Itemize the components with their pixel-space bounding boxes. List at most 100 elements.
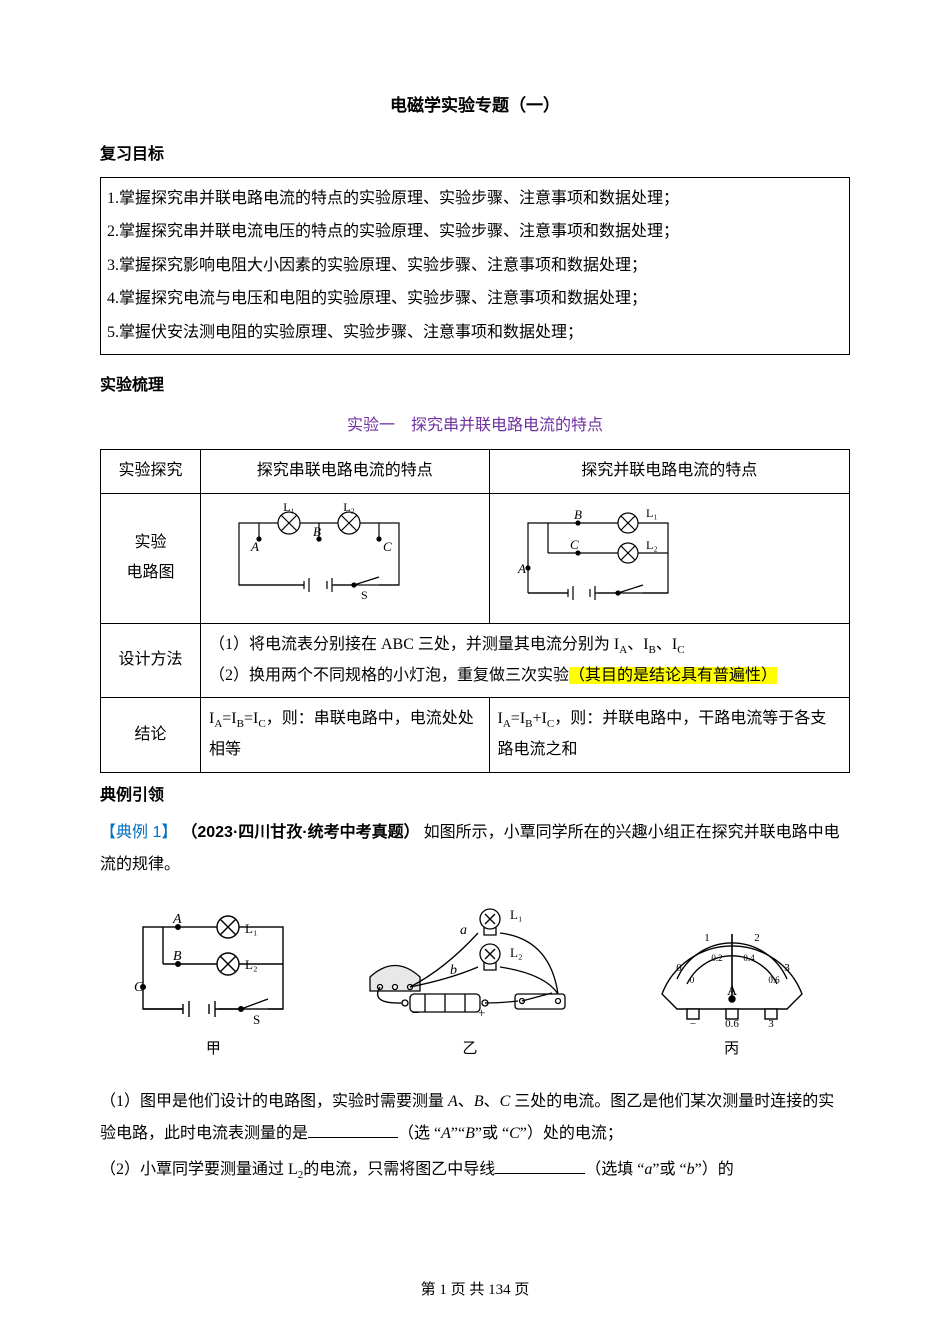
page-footer: 第 1 页 共 134 页 [0,1276,950,1305]
c2b: B [525,718,532,730]
q1-after: （选 “ [398,1125,441,1142]
examples-heading: 典例引领 [100,781,850,811]
example-1-intro: 【典例 1】 （2023·四川甘孜·统考中考真题） 如图所示，小覃同学所在的兴趣… [100,817,850,881]
yi-L1: L₁ [510,907,522,922]
m-sA: A [619,644,627,656]
jia-L2: L₂ [245,957,257,972]
goal-3: 3.掌握探究影响电阻大小因素的实验原理、实验步骤、注意事项和数据处理； [107,249,843,283]
jia-S: S [253,1012,260,1027]
q1-s1: 、 [458,1093,474,1110]
bing-0a: 0 [676,962,682,974]
series-L2: L₂ [343,503,355,514]
fig-jia-cap: 甲 [123,1035,303,1064]
q2-after: （选填 “ [585,1161,644,1178]
m-l2-hl: （其目的是结论具有普遍性） [569,667,777,684]
q1-oB: B [465,1125,475,1142]
yi-plus: + [478,1005,485,1020]
c2e1: =I [511,710,525,727]
bing-1: 1 [704,932,710,944]
jia-B: B [173,949,182,964]
q1-end: ”）处的电流； [520,1125,623,1142]
q2-or: ”或 “ [652,1161,686,1178]
row-explore-label: 实验探究 [101,450,201,493]
bing-0b: 0 [689,975,694,985]
series-conclusion: IA=IB=IC，则：串联电路中，电流处处相等 [201,698,490,772]
m-sep2: 、I [656,636,677,653]
q1-A: A [448,1093,458,1110]
q1-pre: （1）图甲是他们设计的电路图，实验时需要测量 [100,1093,448,1110]
par-B: B [574,507,582,522]
yi-minus: − [412,1005,419,1020]
parallel-circuit-cell: L₁ L₂ A B C [489,493,849,623]
bing-t3: 3 [768,1018,774,1029]
series-B: B [313,524,321,539]
goals-heading: 复习目标 [100,140,850,170]
bing-06: 0.6 [768,975,780,985]
fig-bing-cap: 丙 [637,1035,827,1064]
q1-B: B [474,1093,484,1110]
yi-L2: L₂ [510,945,522,960]
q2-end: ”）的 [695,1161,734,1178]
m-l1-pre: （1）将电流表分别接在 ABC 三处，并测量其电流分别为 I [209,636,619,653]
fig-yi-cap: 乙 [350,1035,590,1064]
bing-04: 0.4 [743,953,755,963]
circuit-label-l2: 电路图 [126,564,174,581]
yi-b: b [450,963,457,978]
m-sC: C [677,644,684,656]
bing-2: 2 [754,932,760,944]
experiment-table: 实验探究 探究串联电路电流的特点 探究并联电路电流的特点 实验 电路图 [100,449,850,772]
c1c: C [258,718,265,730]
q1-blank [308,1122,398,1138]
q2-blank [495,1158,585,1174]
c1e1: =I [222,710,236,727]
q1-q2: ”或 “ [475,1125,509,1142]
parallel-conclusion: IA=IB+IC，则：并联电路中，干路电流等于各支路电流之和 [489,698,849,772]
jia-L1: L₁ [245,921,257,936]
question-2: （2）小覃同学要测量通过 L2的电流，只需将图乙中导线（选填 “a”或 “b”）… [100,1154,850,1186]
c2a: A [503,718,511,730]
row-circuit-label: 实验 电路图 [101,493,201,623]
c1e2: =I [244,710,258,727]
parallel-head: 探究并联电路电流的特点 [489,450,849,493]
fig-yi: a b L₁ L₂ − + 乙 [350,899,590,1064]
example-tag: 【典例 1】 [100,824,177,841]
m-sB: B [649,644,656,656]
circuit-label-l1: 实验 [134,534,166,551]
page-title: 电磁学实验专题（一） [100,90,850,122]
method-cell: （1）将电流表分别接在 ABC 三处，并测量其电流分别为 IA、IB、IC （2… [201,623,850,697]
series-A: A [250,539,259,554]
q1-oC: C [509,1125,520,1142]
jia-A: A [172,912,182,927]
series-C: C [383,539,392,554]
series-circuit-svg: L₁ L₂ A B C S [209,503,429,613]
c1b: B [237,718,244,730]
fig-bing-svg: 0 1 2 3 0 0.2 0.4 0.6 A − 0.6 3 [637,899,827,1029]
c2e2: +I [533,710,547,727]
q1-oA: A [441,1125,451,1142]
bing-A: A [727,984,738,999]
goal-5: 5.掌握伏安法测电阻的实验原理、实验步骤、注意事项和数据处理； [107,316,843,350]
bing-tminus: − [690,1018,696,1029]
par-C: C [570,537,579,552]
example-source: （2023·四川甘孜·统考中考真题） [181,824,419,841]
par-L1: L₁ [646,506,658,520]
q2-ob: b [687,1161,695,1178]
row-conclusion-label: 结论 [101,698,201,772]
fig-bing: 0 1 2 3 0 0.2 0.4 0.6 A − 0.6 3 丙 [637,899,827,1064]
m-sep1: 、I [627,636,648,653]
goal-1: 1.掌握探究串并联电路电流的特点的实验原理、实验步骤、注意事项和数据处理； [107,182,843,216]
m-l2-pre: （2）换用两个不同规格的小灯泡，重复做三次实验 [209,667,569,684]
fig-yi-svg: a b L₁ L₂ − + [350,899,590,1029]
q1-s2: 、 [484,1093,500,1110]
q1-C: C [500,1093,511,1110]
goal-4: 4.掌握探究电流与电压和电阻的实验原理、实验步骤、注意事项和数据处理； [107,282,843,316]
parallel-circuit-svg: L₁ L₂ A B C [498,503,708,613]
q2-pre: （2）小覃同学要测量通过 L [100,1161,298,1178]
experiments-heading: 实验梳理 [100,371,850,401]
par-A: A [517,561,526,576]
q2-mid: 的电流，只需将图乙中导线 [303,1161,495,1178]
fig-jia-svg: A B C L₁ L₂ S [123,909,303,1029]
bing-t06: 0.6 [725,1018,739,1029]
series-L1: L₁ [283,503,295,514]
goals-box: 1.掌握探究串并联电路电流的特点的实验原理、实验步骤、注意事项和数据处理； 2.… [100,177,850,355]
